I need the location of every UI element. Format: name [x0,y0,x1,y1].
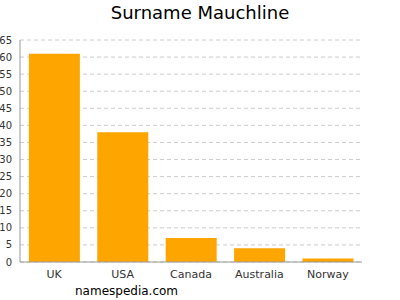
svg-text:65: 65 [8,35,12,46]
svg-text:55: 55 [8,69,12,80]
svg-text:40: 40 [8,120,12,131]
svg-text:20: 20 [8,188,12,199]
svg-text:5: 5 [8,239,12,250]
svg-text:UK: UK [47,268,63,281]
svg-text:Norway: Norway [307,268,349,281]
svg-text:10: 10 [8,222,12,233]
svg-text:60: 60 [8,52,12,63]
html-text:Surname Mauchline: Surname Mauchline [110,2,290,23]
svg-text:USA: USA [111,268,134,281]
svg-text:35: 35 [8,137,12,148]
svg-text:25: 25 [8,171,12,182]
svg-text:0: 0 [8,257,12,268]
svg-text:Australia: Australia [235,268,284,281]
svg-text:15: 15 [8,205,12,216]
svg-text:30: 30 [8,154,12,165]
html-text:namespedia.com: namespedia.com [75,284,178,298]
svg-text:Canada: Canada [170,268,212,281]
svg-text:50: 50 [8,86,12,97]
svg-text:45: 45 [8,103,12,114]
